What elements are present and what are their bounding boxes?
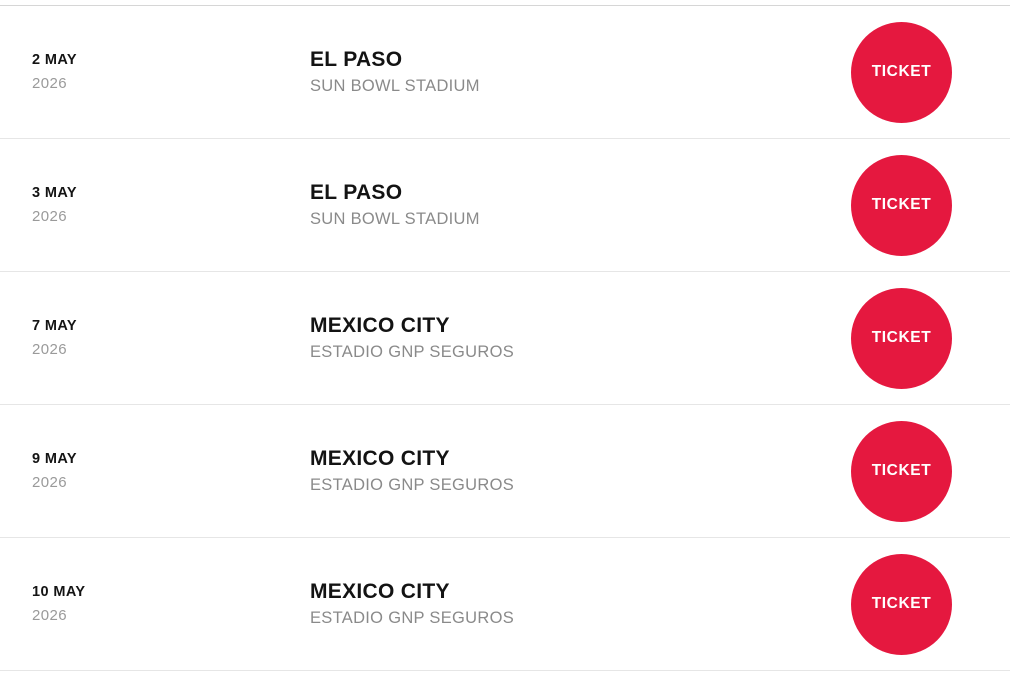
- tour-date-row: 7 MAY 2026 MEXICO CITY ESTADIO GNP SEGUR…: [0, 272, 1010, 405]
- ticket-button[interactable]: TICKET: [851, 154, 952, 256]
- ticket-button-label: TICKET: [871, 196, 932, 213]
- event-date: 9 MAY 2026: [32, 451, 310, 491]
- ticket-button[interactable]: TICKET: [851, 287, 952, 389]
- event-date: 7 MAY 2026: [32, 318, 310, 358]
- event-year: 2026: [32, 341, 67, 358]
- event-city: MEXICO CITY: [310, 447, 450, 470]
- tour-date-row: 2 MAY 2026 EL PASO SUN BOWL STADIUM TICK…: [0, 6, 1010, 139]
- event-info: EL PASO SUN BOWL STADIUM: [310, 181, 851, 229]
- ticket-button-label: TICKET: [871, 329, 932, 346]
- event-day: 2 MAY: [32, 52, 77, 68]
- event-info: MEXICO CITY ESTADIO GNP SEGUROS: [310, 447, 851, 495]
- event-day: 7 MAY: [32, 318, 77, 334]
- event-venue: SUN BOWL STADIUM: [310, 210, 480, 228]
- event-year: 2026: [32, 75, 67, 92]
- event-city: EL PASO: [310, 48, 403, 71]
- ticket-button-label: TICKET: [871, 63, 932, 80]
- event-info: MEXICO CITY ESTADIO GNP SEGUROS: [310, 580, 851, 628]
- ticket-button[interactable]: TICKET: [851, 553, 952, 655]
- event-year: 2026: [32, 474, 67, 491]
- ticket-button[interactable]: TICKET: [851, 420, 952, 522]
- event-day: 10 MAY: [32, 584, 86, 600]
- event-year: 2026: [32, 208, 67, 225]
- tour-date-row: 3 MAY 2026 EL PASO SUN BOWL STADIUM TICK…: [0, 139, 1010, 272]
- event-date: 2 MAY 2026: [32, 52, 310, 92]
- event-day: 3 MAY: [32, 185, 77, 201]
- event-date: 3 MAY 2026: [32, 185, 310, 225]
- event-date: 10 MAY 2026: [32, 584, 310, 624]
- tour-date-row: 10 MAY 2026 MEXICO CITY ESTADIO GNP SEGU…: [0, 538, 1010, 671]
- event-venue: ESTADIO GNP SEGUROS: [310, 343, 515, 361]
- event-venue: ESTADIO GNP SEGUROS: [310, 609, 515, 627]
- ticket-button[interactable]: TICKET: [851, 21, 952, 123]
- event-venue: ESTADIO GNP SEGUROS: [310, 476, 515, 494]
- event-info: EL PASO SUN BOWL STADIUM: [310, 48, 851, 96]
- event-city: MEXICO CITY: [310, 580, 450, 603]
- event-year: 2026: [32, 607, 67, 624]
- event-day: 9 MAY: [32, 451, 77, 467]
- ticket-button-label: TICKET: [871, 462, 932, 479]
- event-venue: SUN BOWL STADIUM: [310, 77, 480, 95]
- event-city: EL PASO: [310, 181, 403, 204]
- tour-date-row: 9 MAY 2026 MEXICO CITY ESTADIO GNP SEGUR…: [0, 405, 1010, 538]
- ticket-button-label: TICKET: [871, 595, 932, 612]
- event-city: MEXICO CITY: [310, 314, 450, 337]
- event-info: MEXICO CITY ESTADIO GNP SEGUROS: [310, 314, 851, 362]
- tour-dates-list: 2 MAY 2026 EL PASO SUN BOWL STADIUM TICK…: [0, 5, 1010, 671]
